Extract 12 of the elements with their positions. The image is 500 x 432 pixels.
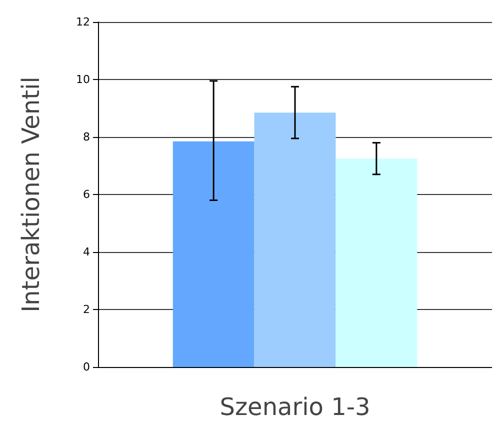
- y-tick-label: 8: [83, 130, 90, 144]
- y-tick-label: 12: [76, 16, 90, 28]
- y-tick-label: 0: [83, 360, 90, 374]
- bar: [336, 158, 418, 367]
- y-tick-label: 4: [83, 246, 90, 258]
- y-tick-label: 2: [83, 303, 90, 316]
- y-axis-title: Interaktionen Ventil: [17, 76, 45, 312]
- y-tick-label: 6: [83, 188, 90, 201]
- bar: [172, 141, 254, 367]
- y-tick-label: 10: [76, 73, 90, 86]
- bar: [254, 112, 336, 367]
- x-axis-title: Szenario 1-3: [220, 393, 370, 421]
